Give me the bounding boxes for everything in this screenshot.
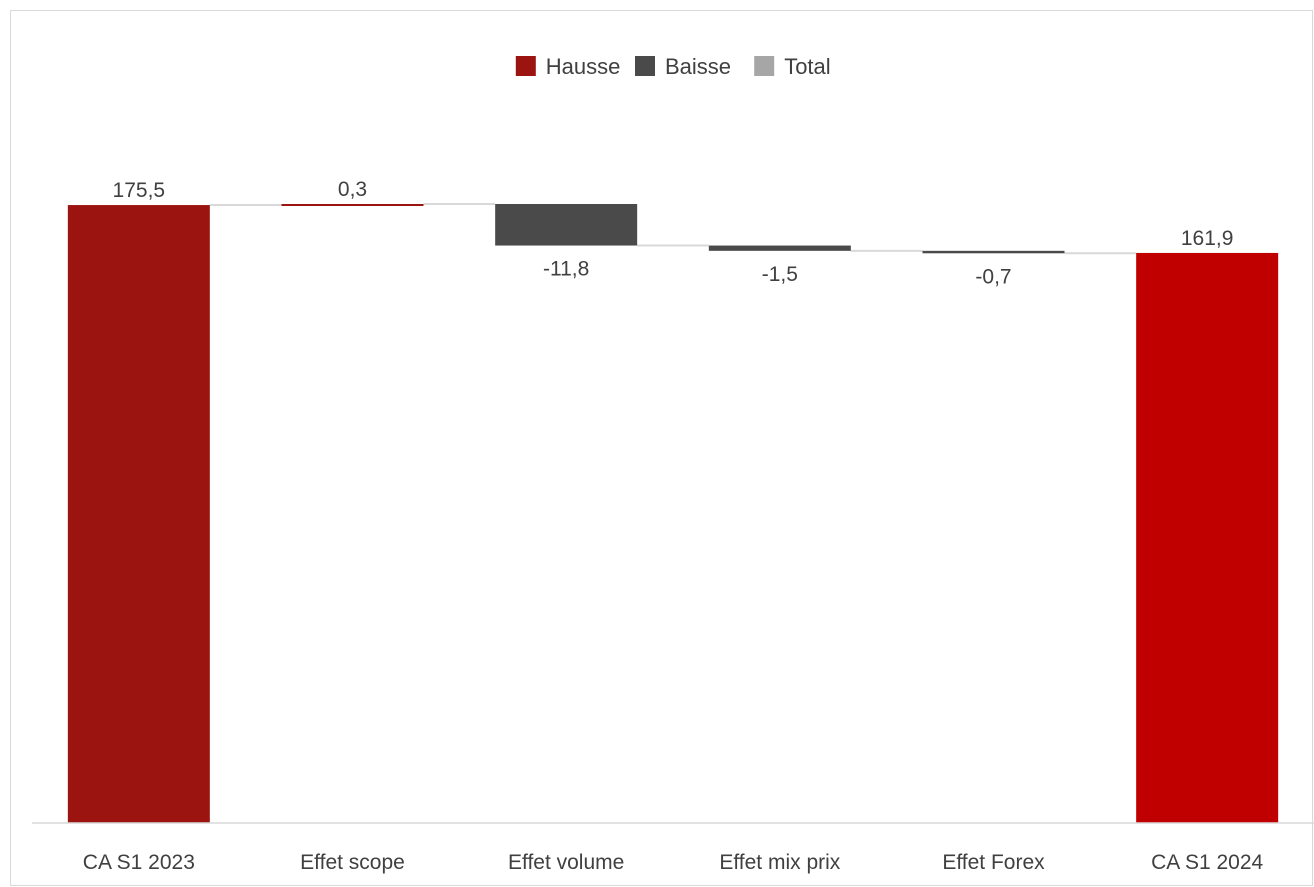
x-tick-label-6: CA S1 2024 xyxy=(1151,851,1263,874)
x-tick-label-4: Effet mix prix xyxy=(719,851,840,874)
data-label-3: -11,8 xyxy=(543,258,589,281)
legend-label-total: Total xyxy=(784,54,830,79)
bar-4 xyxy=(708,245,851,251)
data-labels: 175,5 0,3 -11,8 -1,5 -0,7 161,9 xyxy=(113,178,1234,288)
legend: Hausse Baisse Total xyxy=(515,54,831,79)
bars xyxy=(67,204,1279,823)
x-axis-tick-labels: CA S1 2023 Effet scope Effet volume Effet m… xyxy=(83,851,1264,874)
x-tick-label-2: Effet scope xyxy=(300,851,405,874)
x-tick-label-5: Effet Forex xyxy=(942,851,1045,874)
legend-swatch-baisse xyxy=(635,56,655,76)
chart-frame xyxy=(10,10,1313,886)
legend-swatch-total xyxy=(754,56,775,76)
bar-5 xyxy=(922,250,1065,254)
legend-swatch-hausse xyxy=(515,56,536,76)
data-label-6: 161,9 xyxy=(1181,227,1234,250)
connectors xyxy=(209,203,1137,255)
legend-label-hausse: Hausse xyxy=(546,54,621,79)
data-label-4: -1,5 xyxy=(762,263,798,286)
x-tick-label-1: CA S1 2023 xyxy=(83,851,195,874)
data-label-2: 0,3 xyxy=(338,178,367,201)
data-label-5: -0,7 xyxy=(975,265,1011,288)
bar-6 xyxy=(1136,252,1279,823)
bar-3 xyxy=(495,204,638,246)
legend-label-baisse: Baisse xyxy=(665,54,731,79)
data-label-1: 175,5 xyxy=(113,179,166,202)
bar-1 xyxy=(67,205,210,823)
bar-2 xyxy=(281,204,424,206)
x-tick-label-3: Effet volume xyxy=(508,851,624,874)
